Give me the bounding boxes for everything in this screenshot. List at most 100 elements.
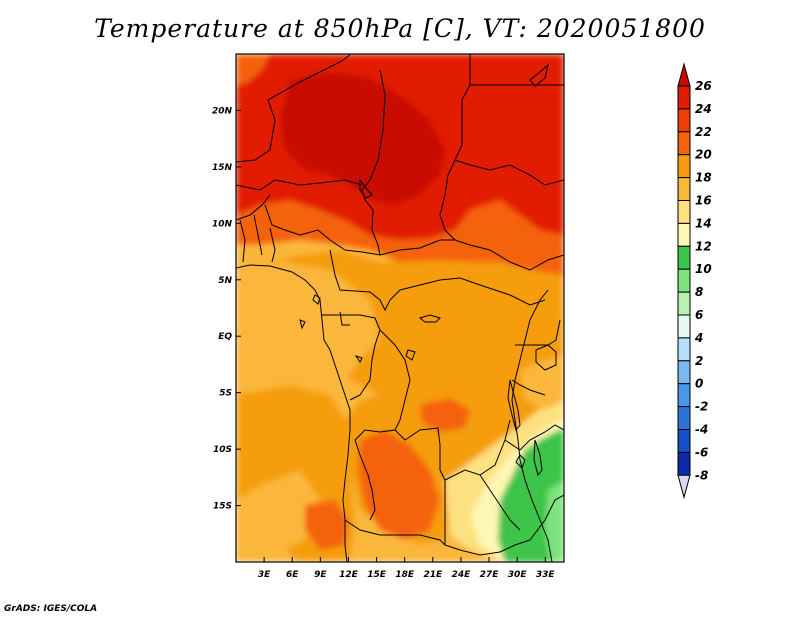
x-tick-label: 15E [367, 570, 387, 580]
border [504, 424, 564, 451]
small-lake [359, 178, 373, 199]
colorbar-label: 18 [695, 171, 712, 185]
colorbar-swatch [677, 406, 691, 431]
border [329, 249, 546, 312]
y-tick-label: 10N [212, 219, 233, 229]
y-tick-label: 5S [219, 389, 232, 399]
border [354, 329, 411, 441]
colorbar-label: 4 [694, 331, 703, 345]
colorbar-swatch [677, 429, 691, 453]
band-22-24-south2 [305, 500, 348, 550]
colorbar-label: -4 [695, 423, 708, 437]
x-tick-label: 33E [536, 570, 556, 580]
colorbar-swatch [677, 360, 691, 385]
colorbar-swatch [677, 108, 691, 133]
border [264, 204, 564, 271]
border [236, 54, 351, 163]
band-18-20-sw [236, 470, 320, 562]
x-tick-label: 6E [286, 570, 299, 580]
y-tick-label: 10S [213, 445, 232, 455]
colorbar-label: 26 [695, 79, 712, 93]
small-lake [405, 349, 416, 361]
border [511, 379, 546, 396]
colorbar-label: -2 [695, 400, 708, 414]
plot-frame [235, 53, 565, 563]
colorbar-swatch [677, 451, 691, 476]
colorbar-swatch [677, 131, 691, 156]
border [454, 159, 564, 186]
colorbar-swatch [677, 154, 691, 179]
border [269, 227, 276, 263]
small-lake [354, 355, 363, 363]
lake-victoria [535, 344, 557, 371]
border [444, 419, 511, 481]
border [439, 54, 471, 241]
x-tick-label: 9E [314, 570, 327, 580]
x-tick-label: 18E [395, 570, 415, 580]
colorbar-label: 8 [695, 285, 703, 299]
colorbar-label: 6 [695, 308, 703, 322]
band-10-12 [545, 480, 564, 562]
band-22-24-nw [236, 54, 270, 86]
grads-credit: GrADS: IGES/COLA [4, 604, 98, 614]
band-over-26 [280, 72, 445, 205]
colorbar-under-arrow [677, 474, 691, 500]
border [344, 519, 446, 546]
x-axis: 3E 6E 9E 12E 15E 18E 21E 24E 27E 30E 33E [258, 557, 556, 580]
y-tick-label: 15N [212, 163, 233, 173]
small-lake [529, 63, 549, 87]
lake-malawi [533, 439, 543, 477]
x-tick-label: 27E [480, 570, 500, 580]
border [354, 439, 376, 521]
colorbar-label: 24 [695, 102, 712, 116]
temperature-field [236, 54, 564, 562]
border [394, 427, 446, 481]
colorbar-swatch [677, 314, 691, 339]
colorbar-swatch [677, 337, 691, 362]
x-tick-label: 24E [452, 570, 472, 580]
lake-coast [511, 289, 553, 562]
border [253, 214, 263, 256]
colorbar-swatch [677, 291, 691, 316]
colorbar-label: 22 [695, 125, 712, 139]
border [236, 194, 271, 221]
colorbar-label: 2 [695, 354, 703, 368]
country-borders [236, 54, 564, 562]
colorbar-swatch [677, 383, 691, 408]
x-tick-label: 3E [258, 570, 271, 580]
border [239, 219, 246, 263]
colorbar-over-arrow [677, 62, 691, 87]
colorbar-label: 12 [695, 239, 712, 253]
colorbar-swatch [677, 177, 691, 202]
border [322, 314, 381, 401]
border [444, 480, 501, 556]
border [339, 311, 350, 326]
colorbar-label: -8 [695, 468, 708, 482]
band-18-20-east [520, 355, 564, 410]
y-tick-label: EQ [218, 332, 232, 342]
colorbar-swatch [677, 85, 691, 110]
band-22-24-mid [420, 398, 470, 432]
colorbar-swatch [677, 268, 691, 293]
lake-tanganyika [507, 379, 521, 432]
x-tick-label: 21E [423, 570, 443, 580]
x-tick-label: 12E [339, 570, 359, 580]
colorbar-swatch [677, 245, 691, 270]
chart-title: Temperature at 850hPa [C], VT: 202005180… [94, 14, 706, 43]
band-18-20-west [236, 262, 380, 392]
colorbar-label: 0 [695, 377, 703, 391]
colorbar-label: 20 [695, 148, 712, 162]
colorbar-label: -6 [695, 445, 708, 459]
border [499, 494, 564, 553]
y-axis: 20N 15N 10N 5N EQ 5S 10S 15S [212, 106, 241, 512]
x-tick-label: 30E [508, 570, 528, 580]
border [236, 179, 363, 191]
band-22-24-south [358, 430, 440, 540]
y-tick-label: 15S [213, 502, 232, 512]
small-lake [312, 294, 321, 305]
small-lake [418, 314, 441, 323]
small-lake [515, 454, 526, 469]
colorbar-label: 10 [695, 262, 712, 276]
